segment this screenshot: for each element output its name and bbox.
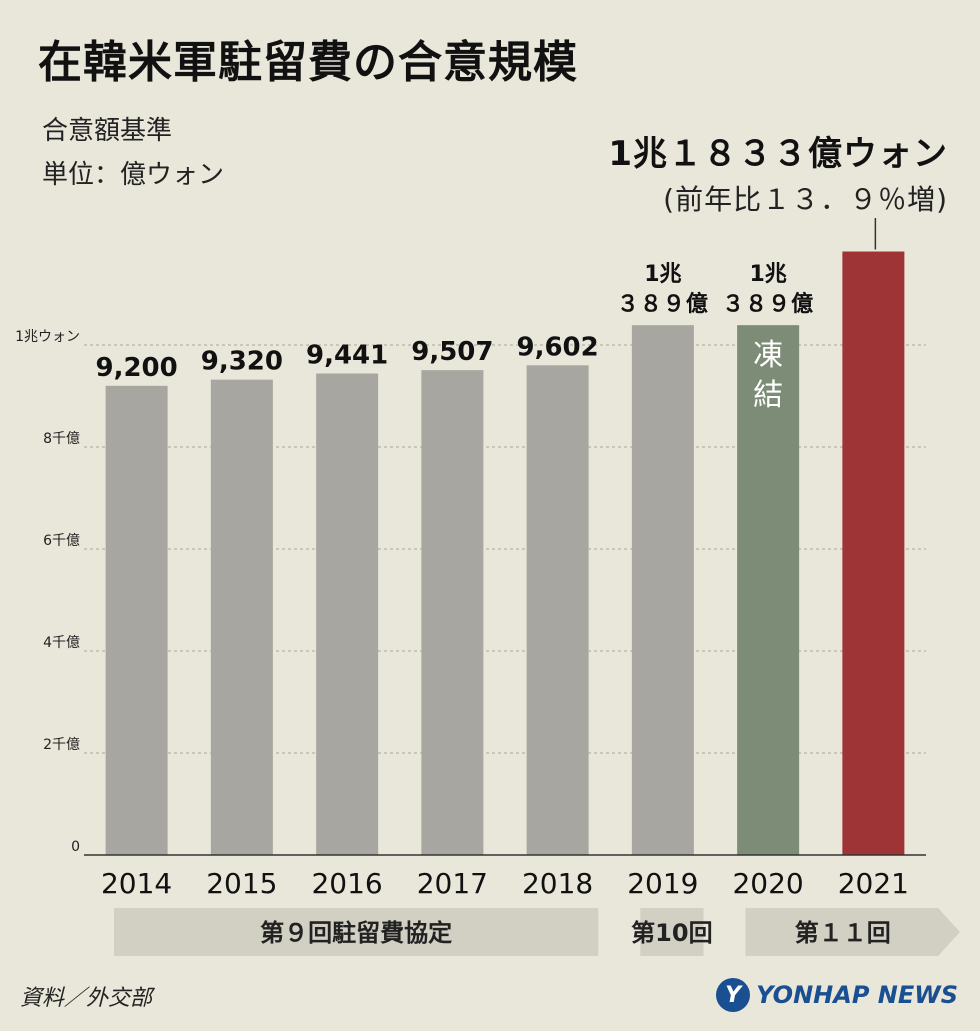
bar-2021 — [842, 251, 905, 856]
y-tick-label: 4千億 — [43, 635, 80, 651]
x-tick-label: 2016 — [311, 867, 382, 900]
highlight-change: (前年比１３．９％増) — [663, 183, 948, 216]
logo-text: YONHAP NEWS — [756, 981, 958, 1009]
subtitle-basis: 合意額基準 — [42, 116, 173, 146]
bar-2020 — [737, 325, 800, 855]
value-label: 9,320 — [201, 347, 283, 377]
phase-label: 第10回 — [631, 919, 712, 947]
highlight-amount: 1兆１８３３億ウォン — [608, 134, 948, 174]
value-label: 1兆 — [644, 262, 681, 287]
subtitle-unit: 単位：億ウォン — [42, 160, 225, 190]
value-label: 9,602 — [517, 332, 599, 362]
value-label: ３８９億 — [722, 291, 814, 317]
x-tick-label: 2015 — [206, 867, 277, 900]
value-label: ３８９億 — [617, 291, 709, 317]
x-tick-label: 2018 — [522, 867, 593, 900]
value-label: 9,507 — [411, 337, 493, 367]
phase-label: 第１１回 — [795, 919, 891, 947]
x-tick-label: 2021 — [838, 867, 909, 900]
bar-2018 — [526, 365, 589, 855]
value-label: 9,441 — [306, 341, 388, 371]
source-note: 資料／外交部 — [20, 986, 153, 1011]
value-label: 1兆 — [749, 262, 786, 287]
phase-band — [745, 908, 960, 956]
y-tick-label: 6千億 — [43, 533, 80, 549]
value-label: 9,200 — [96, 353, 178, 383]
bar-chart: 0 2千億 4千億 6千億 8千億 1兆ウォン 9,200 2014 9,320 2015 9,44… — [15, 218, 960, 956]
phase-band — [114, 908, 599, 956]
bar-2019 — [631, 325, 694, 855]
y-tick-label: 0 — [71, 839, 80, 855]
y-tick-label: 2千億 — [43, 737, 80, 753]
phase-band — [640, 908, 704, 956]
bar-2014 — [105, 385, 168, 855]
bar-inner-label: 凍 — [753, 338, 783, 373]
bar-inner-label: 結 — [753, 378, 783, 413]
y-tick-label: 1兆ウォン — [15, 329, 80, 345]
phase-label: 第９回駐留費協定 — [260, 919, 452, 947]
x-tick-label: 2014 — [101, 867, 172, 900]
bar-2015 — [210, 379, 273, 855]
page-title: 在韓米軍駐留費の合意規模 — [38, 37, 578, 88]
x-tick-label: 2017 — [417, 867, 488, 900]
y-tick-label: 8千億 — [43, 431, 80, 447]
yonhap-logo: Y YONHAP NEWS — [716, 978, 958, 1012]
bar-2016 — [316, 373, 379, 855]
x-tick-label: 2019 — [627, 867, 698, 900]
bar-2017 — [421, 370, 484, 855]
x-tick-label: 2020 — [732, 867, 803, 900]
yonhap-logo-icon: Y — [716, 978, 751, 1012]
